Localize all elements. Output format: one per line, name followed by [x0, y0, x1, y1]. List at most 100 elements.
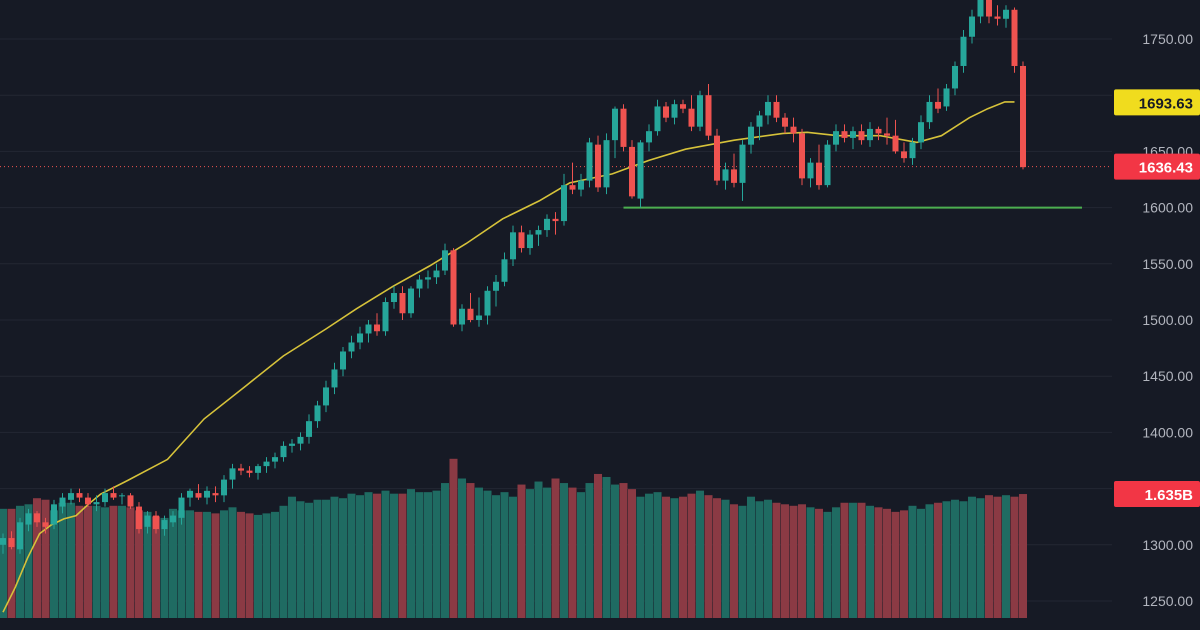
- candle-body: [59, 497, 66, 507]
- candle-body: [510, 232, 516, 260]
- volume-bar: [254, 514, 262, 618]
- volume-bar: [483, 490, 492, 618]
- volume-bar: [381, 490, 390, 618]
- candle-body: [807, 162, 814, 179]
- volume-bars: [0, 458, 1027, 618]
- volume-bar: [1010, 496, 1019, 618]
- candle-body: [1003, 9, 1009, 19]
- candle-body: [221, 479, 227, 496]
- candle-body: [255, 466, 261, 473]
- volume-bar: [670, 498, 679, 618]
- candle-body: [782, 117, 788, 127]
- candle-body: [238, 468, 244, 471]
- volume-bar: [424, 492, 432, 618]
- volume-bar: [109, 505, 118, 618]
- candle-body: [629, 146, 635, 197]
- volume-bar: [262, 513, 271, 618]
- volume-bar: [866, 505, 874, 618]
- candle-body: [289, 443, 295, 446]
- volume-bar: [925, 504, 934, 618]
- volume-bar: [738, 505, 747, 618]
- y-tick-label: 1600.00: [1142, 200, 1193, 216]
- candle-body: [42, 522, 49, 527]
- y-tick-label: 1550.00: [1142, 256, 1193, 272]
- candle-body: [297, 436, 304, 444]
- volume-bar: [917, 508, 925, 618]
- volume-bar: [823, 511, 832, 618]
- volume-bar: [67, 502, 75, 618]
- ma-value-label: 1693.63: [1139, 95, 1193, 112]
- volume-bar: [288, 496, 296, 618]
- ma-value-label-bg: [1114, 89, 1200, 116]
- volume-bar: [373, 493, 381, 618]
- candle-body: [374, 324, 380, 332]
- candle-body: [909, 142, 916, 159]
- candle-body: [841, 131, 848, 138]
- volume-bar: [296, 501, 305, 618]
- volume-bar: [449, 458, 458, 618]
- volume-bar: [407, 489, 415, 618]
- candle-body: [977, 0, 984, 17]
- volume-bar: [135, 510, 143, 618]
- candle-body: [476, 315, 482, 320]
- volume-value-bg: [1114, 481, 1200, 508]
- candle-body: [170, 515, 176, 523]
- volume-bar: [679, 496, 687, 618]
- candle-body: [552, 218, 559, 222]
- candle-body: [901, 151, 907, 159]
- last-price-label-bg: [1114, 153, 1200, 180]
- volume-bar: [840, 502, 849, 618]
- candle-body: [875, 128, 882, 134]
- volume-bar: [390, 493, 398, 618]
- volume-bar: [475, 487, 483, 618]
- candle-body: [391, 293, 397, 303]
- volume-bar: [126, 507, 135, 618]
- candle-body: [544, 218, 550, 231]
- volume-bar: [347, 493, 356, 618]
- volume-bar: [696, 490, 704, 618]
- volume-bar: [441, 483, 449, 618]
- candle-body: [501, 259, 508, 282]
- volume-bar: [713, 498, 721, 618]
- volume-bar: [92, 505, 101, 618]
- volume-bar: [41, 499, 50, 618]
- volume-bar: [968, 496, 976, 618]
- volume-bar: [628, 489, 636, 618]
- volume-bar: [755, 501, 764, 618]
- candle-body: [1020, 65, 1026, 168]
- candle-body: [323, 387, 329, 406]
- candle-body: [637, 142, 644, 199]
- candle-body: [918, 122, 924, 143]
- candle-body: [960, 36, 967, 66]
- candle-body: [110, 493, 117, 498]
- volume-bar: [772, 502, 781, 618]
- volume-bar: [619, 483, 628, 618]
- volume-bar: [942, 501, 951, 618]
- support-line-group: [0, 166, 1112, 209]
- candle-body: [620, 108, 627, 147]
- volume-bar: [186, 510, 194, 618]
- volume-bar: [534, 481, 543, 618]
- candle-body: [867, 128, 873, 141]
- candle-body: [926, 101, 933, 123]
- candle-body: [484, 290, 491, 316]
- volume-bar: [747, 496, 755, 618]
- candle-body: [731, 169, 737, 183]
- y-tick-label: 1750.00: [1142, 31, 1193, 47]
- candle-body: [493, 281, 499, 291]
- candle-body: [816, 162, 822, 186]
- volume-bar: [50, 510, 58, 618]
- volume-bar: [568, 487, 577, 618]
- volume-bar: [415, 492, 424, 618]
- candle-body: [569, 185, 576, 190]
- candle-body: [654, 106, 661, 132]
- candle-body: [833, 131, 839, 145]
- candle-body: [17, 522, 23, 550]
- volume-bar: [959, 501, 968, 618]
- y-tick-label: 1500.00: [1142, 312, 1193, 328]
- volume-bar: [143, 511, 152, 618]
- candle-body: [824, 144, 831, 186]
- y-tick-label: 1450.00: [1142, 368, 1193, 384]
